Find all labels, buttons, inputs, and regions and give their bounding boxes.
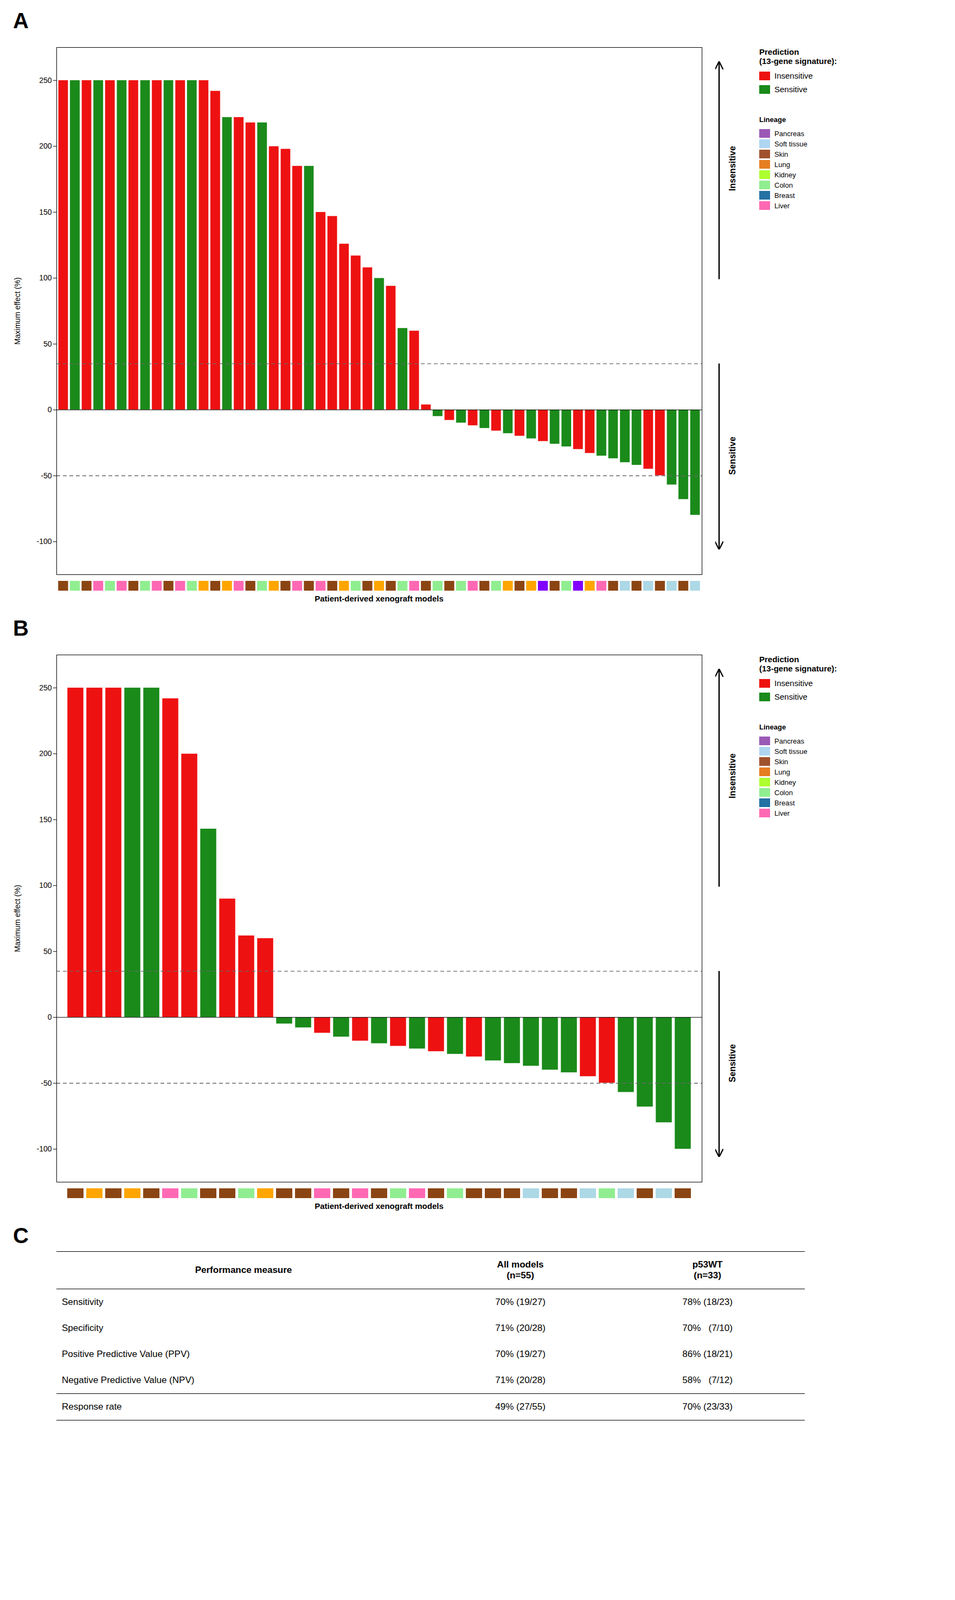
html-text:Skin: Skin bbox=[774, 149, 789, 159]
svg-text:100: 100 bbox=[39, 273, 53, 282]
svg-text:-100: -100 bbox=[36, 1144, 52, 1153]
svg-text:Insensitive: Insensitive bbox=[727, 145, 737, 191]
html-text:Soft tissue: Soft tissue bbox=[774, 139, 808, 148]
html-text:Kidney: Kidney bbox=[774, 777, 796, 787]
html-text:71% (20/28): 71% (20/28) bbox=[495, 1374, 546, 1386]
html-text:78% (18/23): 78% (18/23) bbox=[682, 1296, 733, 1307]
html-text:Lineage: Lineage bbox=[759, 115, 786, 124]
html-text:86% (18/21): 86% (18/21) bbox=[682, 1348, 733, 1360]
svg-text:50: 50 bbox=[43, 339, 53, 349]
html-text:p53WT: p53WT bbox=[692, 1259, 723, 1270]
svg-text:0: 0 bbox=[47, 1012, 53, 1022]
svg-text:200: 200 bbox=[39, 748, 53, 758]
html-text:A: A bbox=[13, 8, 29, 33]
html-text:Pancreas: Pancreas bbox=[774, 736, 805, 745]
html-text:49% (27/55): 49% (27/55) bbox=[495, 1401, 546, 1412]
html-text:Liver: Liver bbox=[774, 808, 790, 817]
svg-text:150: 150 bbox=[39, 207, 53, 217]
html-text:Colon: Colon bbox=[774, 180, 793, 189]
html-text:70% (19/27): 70% (19/27) bbox=[495, 1348, 546, 1360]
html-text:C: C bbox=[13, 1223, 29, 1248]
html-text:Insensitive: Insensitive bbox=[774, 71, 813, 81]
html-text:Positive Predictive Value (PPV: Positive Predictive Value (PPV) bbox=[61, 1348, 190, 1360]
html-text:71% (20/28): 71% (20/28) bbox=[495, 1322, 546, 1333]
html-text:Negative Predictive Value (NPV: Negative Predictive Value (NPV) bbox=[61, 1374, 195, 1386]
html-text:Performance measure: Performance measure bbox=[195, 1264, 292, 1275]
html-text:Sensitive: Sensitive bbox=[774, 691, 808, 702]
html-text:(n=33): (n=33) bbox=[693, 1270, 722, 1281]
html-text:Breast: Breast bbox=[774, 191, 795, 200]
svg-text:Sensitive: Sensitive bbox=[727, 436, 737, 475]
html-text:Colon: Colon bbox=[774, 788, 793, 797]
html-text:Soft tissue: Soft tissue bbox=[774, 747, 808, 756]
html-text:Sensitive: Sensitive bbox=[774, 84, 808, 94]
html-text:70% (23/33): 70% (23/33) bbox=[682, 1401, 733, 1412]
svg-text:250: 250 bbox=[39, 683, 53, 692]
html-text:Lineage: Lineage bbox=[759, 722, 786, 732]
html-text:Lung: Lung bbox=[774, 160, 791, 169]
html-text:Response rate: Response rate bbox=[61, 1401, 122, 1412]
svg-text:Maximum effect (%): Maximum effect (%) bbox=[13, 277, 22, 345]
html-text:Breast: Breast bbox=[774, 798, 795, 807]
html-text:Pancreas: Pancreas bbox=[774, 129, 805, 138]
svg-text:200: 200 bbox=[39, 141, 53, 151]
html-text:Patient-derived xenograft mode: Patient-derived xenograft models bbox=[314, 1201, 444, 1211]
svg-text:Maximum effect (%): Maximum effect (%) bbox=[13, 884, 22, 952]
svg-text:150: 150 bbox=[39, 815, 53, 824]
html-text:Sensitivity: Sensitivity bbox=[61, 1296, 104, 1307]
html-text:(n=55): (n=55) bbox=[506, 1270, 535, 1281]
svg-text:0: 0 bbox=[47, 405, 53, 414]
svg-text:Insensitive: Insensitive bbox=[727, 753, 737, 799]
html-text:Patient-derived xenograft mode: Patient-derived xenograft models bbox=[314, 593, 444, 604]
html-text:B: B bbox=[13, 616, 29, 640]
html-text:58% (7/12): 58% (7/12) bbox=[682, 1374, 733, 1386]
html-text:All models: All models bbox=[497, 1259, 544, 1270]
html-text:Liver: Liver bbox=[774, 201, 790, 210]
html-text:Specificity: Specificity bbox=[61, 1322, 104, 1333]
svg-text:-50: -50 bbox=[40, 1078, 52, 1088]
html-text:70% (7/10): 70% (7/10) bbox=[682, 1322, 733, 1333]
html-text:Prediction (13-gene signature): Prediction (13-gene signature): bbox=[759, 47, 837, 66]
svg-text:100: 100 bbox=[39, 880, 53, 890]
svg-text:250: 250 bbox=[39, 75, 53, 85]
svg-text:-50: -50 bbox=[40, 471, 52, 480]
html-text:Kidney: Kidney bbox=[774, 170, 796, 179]
html-text:70% (19/27): 70% (19/27) bbox=[495, 1296, 546, 1307]
html-text:Insensitive: Insensitive bbox=[774, 678, 813, 688]
svg-text:50: 50 bbox=[43, 946, 53, 956]
html-text:Lung: Lung bbox=[774, 767, 791, 776]
svg-text:Sensitive: Sensitive bbox=[727, 1043, 737, 1082]
html-text:Skin: Skin bbox=[774, 757, 789, 766]
svg-text:-100: -100 bbox=[36, 536, 52, 546]
html-text:Prediction (13-gene signature): Prediction (13-gene signature): bbox=[759, 654, 837, 674]
